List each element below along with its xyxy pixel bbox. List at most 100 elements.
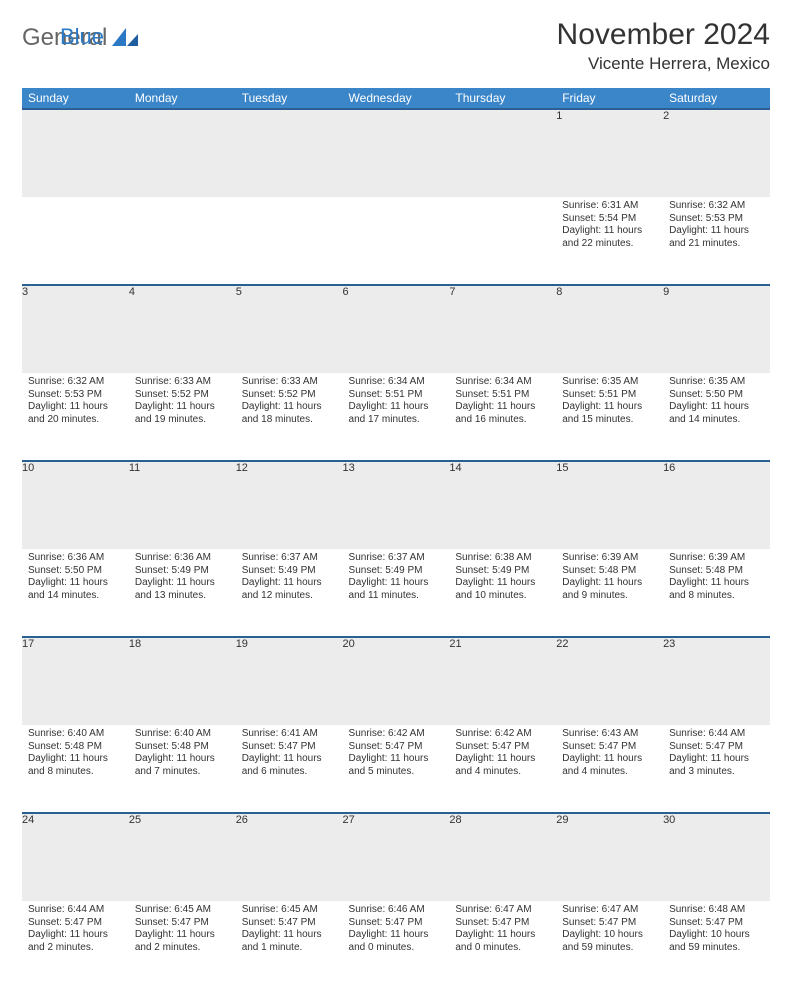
daylight-text: Daylight: 11 hours and 0 minutes. — [455, 929, 550, 954]
sunrise-text: Sunrise: 6:31 AM — [562, 200, 657, 213]
day-number-cell: 8 — [556, 285, 663, 373]
day-number-cell: 16 — [663, 461, 770, 549]
day-content-cell: Sunrise: 6:32 AMSunset: 5:53 PMDaylight:… — [663, 197, 770, 285]
day-number-cell: 19 — [236, 637, 343, 725]
day-content-cell — [343, 197, 450, 285]
daylight-text: Daylight: 11 hours and 14 minutes. — [28, 577, 123, 602]
daylight-text: Daylight: 11 hours and 12 minutes. — [242, 577, 337, 602]
day-number-cell: 13 — [343, 461, 450, 549]
day-content-cell: Sunrise: 6:37 AMSunset: 5:49 PMDaylight:… — [236, 549, 343, 637]
day-number-cell: 3 — [22, 285, 129, 373]
brand-sail-icon — [112, 28, 138, 46]
daylight-text: Daylight: 11 hours and 11 minutes. — [349, 577, 444, 602]
day-number-cell: 6 — [343, 285, 450, 373]
daylight-text: Daylight: 11 hours and 18 minutes. — [242, 401, 337, 426]
sunset-text: Sunset: 5:53 PM — [669, 213, 764, 226]
day-number-cell: 12 — [236, 461, 343, 549]
day-content-cell: Sunrise: 6:44 AMSunset: 5:47 PMDaylight:… — [663, 725, 770, 813]
day-content-cell: Sunrise: 6:43 AMSunset: 5:47 PMDaylight:… — [556, 725, 663, 813]
day-number-cell: 11 — [129, 461, 236, 549]
day-content-cell: Sunrise: 6:34 AMSunset: 5:51 PMDaylight:… — [449, 373, 556, 461]
day-content-cell — [129, 197, 236, 285]
sunset-text: Sunset: 5:49 PM — [135, 565, 230, 578]
sunset-text: Sunset: 5:47 PM — [242, 741, 337, 754]
day-content-cell: Sunrise: 6:31 AMSunset: 5:54 PMDaylight:… — [556, 197, 663, 285]
day-number-cell — [343, 109, 450, 197]
day-content-cell: Sunrise: 6:36 AMSunset: 5:50 PMDaylight:… — [22, 549, 129, 637]
sunrise-text: Sunrise: 6:40 AM — [28, 728, 123, 741]
sunrise-text: Sunrise: 6:39 AM — [669, 552, 764, 565]
daylight-text: Daylight: 11 hours and 5 minutes. — [349, 753, 444, 778]
calendar-content-row: Sunrise: 6:32 AMSunset: 5:53 PMDaylight:… — [22, 373, 770, 461]
sunrise-text: Sunrise: 6:44 AM — [669, 728, 764, 741]
sunrise-text: Sunrise: 6:45 AM — [135, 904, 230, 917]
day-number-cell: 22 — [556, 637, 663, 725]
sunset-text: Sunset: 5:47 PM — [135, 917, 230, 930]
page-header: General Blue November 2024 Vicente Herre… — [22, 18, 770, 74]
day-content-cell: Sunrise: 6:40 AMSunset: 5:48 PMDaylight:… — [129, 725, 236, 813]
sunset-text: Sunset: 5:47 PM — [455, 917, 550, 930]
calendar-content-row: Sunrise: 6:40 AMSunset: 5:48 PMDaylight:… — [22, 725, 770, 813]
day-number-cell: 27 — [343, 813, 450, 901]
daylight-text: Daylight: 11 hours and 8 minutes. — [669, 577, 764, 602]
sunset-text: Sunset: 5:47 PM — [455, 741, 550, 754]
daylight-text: Daylight: 10 hours and 59 minutes. — [562, 929, 657, 954]
day-number-cell: 18 — [129, 637, 236, 725]
weekday-header: Tuesday — [236, 88, 343, 109]
sunrise-text: Sunrise: 6:34 AM — [349, 376, 444, 389]
day-content-cell: Sunrise: 6:39 AMSunset: 5:48 PMDaylight:… — [663, 549, 770, 637]
sunset-text: Sunset: 5:51 PM — [562, 389, 657, 402]
sunset-text: Sunset: 5:52 PM — [242, 389, 337, 402]
day-content-cell: Sunrise: 6:42 AMSunset: 5:47 PMDaylight:… — [343, 725, 450, 813]
sunrise-text: Sunrise: 6:35 AM — [669, 376, 764, 389]
sunrise-text: Sunrise: 6:36 AM — [28, 552, 123, 565]
sunset-text: Sunset: 5:49 PM — [349, 565, 444, 578]
day-content-cell: Sunrise: 6:33 AMSunset: 5:52 PMDaylight:… — [236, 373, 343, 461]
day-content-cell: Sunrise: 6:47 AMSunset: 5:47 PMDaylight:… — [449, 901, 556, 989]
day-content-cell: Sunrise: 6:35 AMSunset: 5:50 PMDaylight:… — [663, 373, 770, 461]
daylight-text: Daylight: 11 hours and 0 minutes. — [349, 929, 444, 954]
sunset-text: Sunset: 5:48 PM — [28, 741, 123, 754]
weekday-header: Thursday — [449, 88, 556, 109]
sunrise-text: Sunrise: 6:33 AM — [135, 376, 230, 389]
sunrise-text: Sunrise: 6:32 AM — [28, 376, 123, 389]
sunrise-text: Sunrise: 6:35 AM — [562, 376, 657, 389]
day-number-cell: 5 — [236, 285, 343, 373]
day-content-cell: Sunrise: 6:32 AMSunset: 5:53 PMDaylight:… — [22, 373, 129, 461]
day-number-cell: 23 — [663, 637, 770, 725]
sunset-text: Sunset: 5:47 PM — [28, 917, 123, 930]
calendar-content-row: Sunrise: 6:36 AMSunset: 5:50 PMDaylight:… — [22, 549, 770, 637]
calendar-daynum-row: 3456789 — [22, 285, 770, 373]
sunrise-text: Sunrise: 6:40 AM — [135, 728, 230, 741]
day-content-cell: Sunrise: 6:35 AMSunset: 5:51 PMDaylight:… — [556, 373, 663, 461]
calendar-daynum-row: 24252627282930 — [22, 813, 770, 901]
day-content-cell: Sunrise: 6:39 AMSunset: 5:48 PMDaylight:… — [556, 549, 663, 637]
day-number-cell: 10 — [22, 461, 129, 549]
sunrise-text: Sunrise: 6:44 AM — [28, 904, 123, 917]
sunrise-text: Sunrise: 6:37 AM — [242, 552, 337, 565]
day-number-cell — [129, 109, 236, 197]
day-content-cell: Sunrise: 6:48 AMSunset: 5:47 PMDaylight:… — [663, 901, 770, 989]
day-number-cell: 25 — [129, 813, 236, 901]
daylight-text: Daylight: 11 hours and 21 minutes. — [669, 225, 764, 250]
sunrise-text: Sunrise: 6:38 AM — [455, 552, 550, 565]
day-content-cell — [236, 197, 343, 285]
calendar-daynum-row: 17181920212223 — [22, 637, 770, 725]
calendar-content-row: Sunrise: 6:44 AMSunset: 5:47 PMDaylight:… — [22, 901, 770, 989]
brand-blue: Blue — [60, 24, 104, 49]
daylight-text: Daylight: 11 hours and 6 minutes. — [242, 753, 337, 778]
weekday-header: Saturday — [663, 88, 770, 109]
daylight-text: Daylight: 11 hours and 9 minutes. — [562, 577, 657, 602]
day-content-cell: Sunrise: 6:46 AMSunset: 5:47 PMDaylight:… — [343, 901, 450, 989]
sunrise-text: Sunrise: 6:43 AM — [562, 728, 657, 741]
day-number-cell: 2 — [663, 109, 770, 197]
sunrise-text: Sunrise: 6:48 AM — [669, 904, 764, 917]
daylight-text: Daylight: 11 hours and 3 minutes. — [669, 753, 764, 778]
sunset-text: Sunset: 5:49 PM — [455, 565, 550, 578]
day-number-cell — [236, 109, 343, 197]
day-number-cell: 17 — [22, 637, 129, 725]
day-content-cell — [22, 197, 129, 285]
sunset-text: Sunset: 5:47 PM — [669, 917, 764, 930]
sunset-text: Sunset: 5:51 PM — [455, 389, 550, 402]
sunset-text: Sunset: 5:48 PM — [669, 565, 764, 578]
